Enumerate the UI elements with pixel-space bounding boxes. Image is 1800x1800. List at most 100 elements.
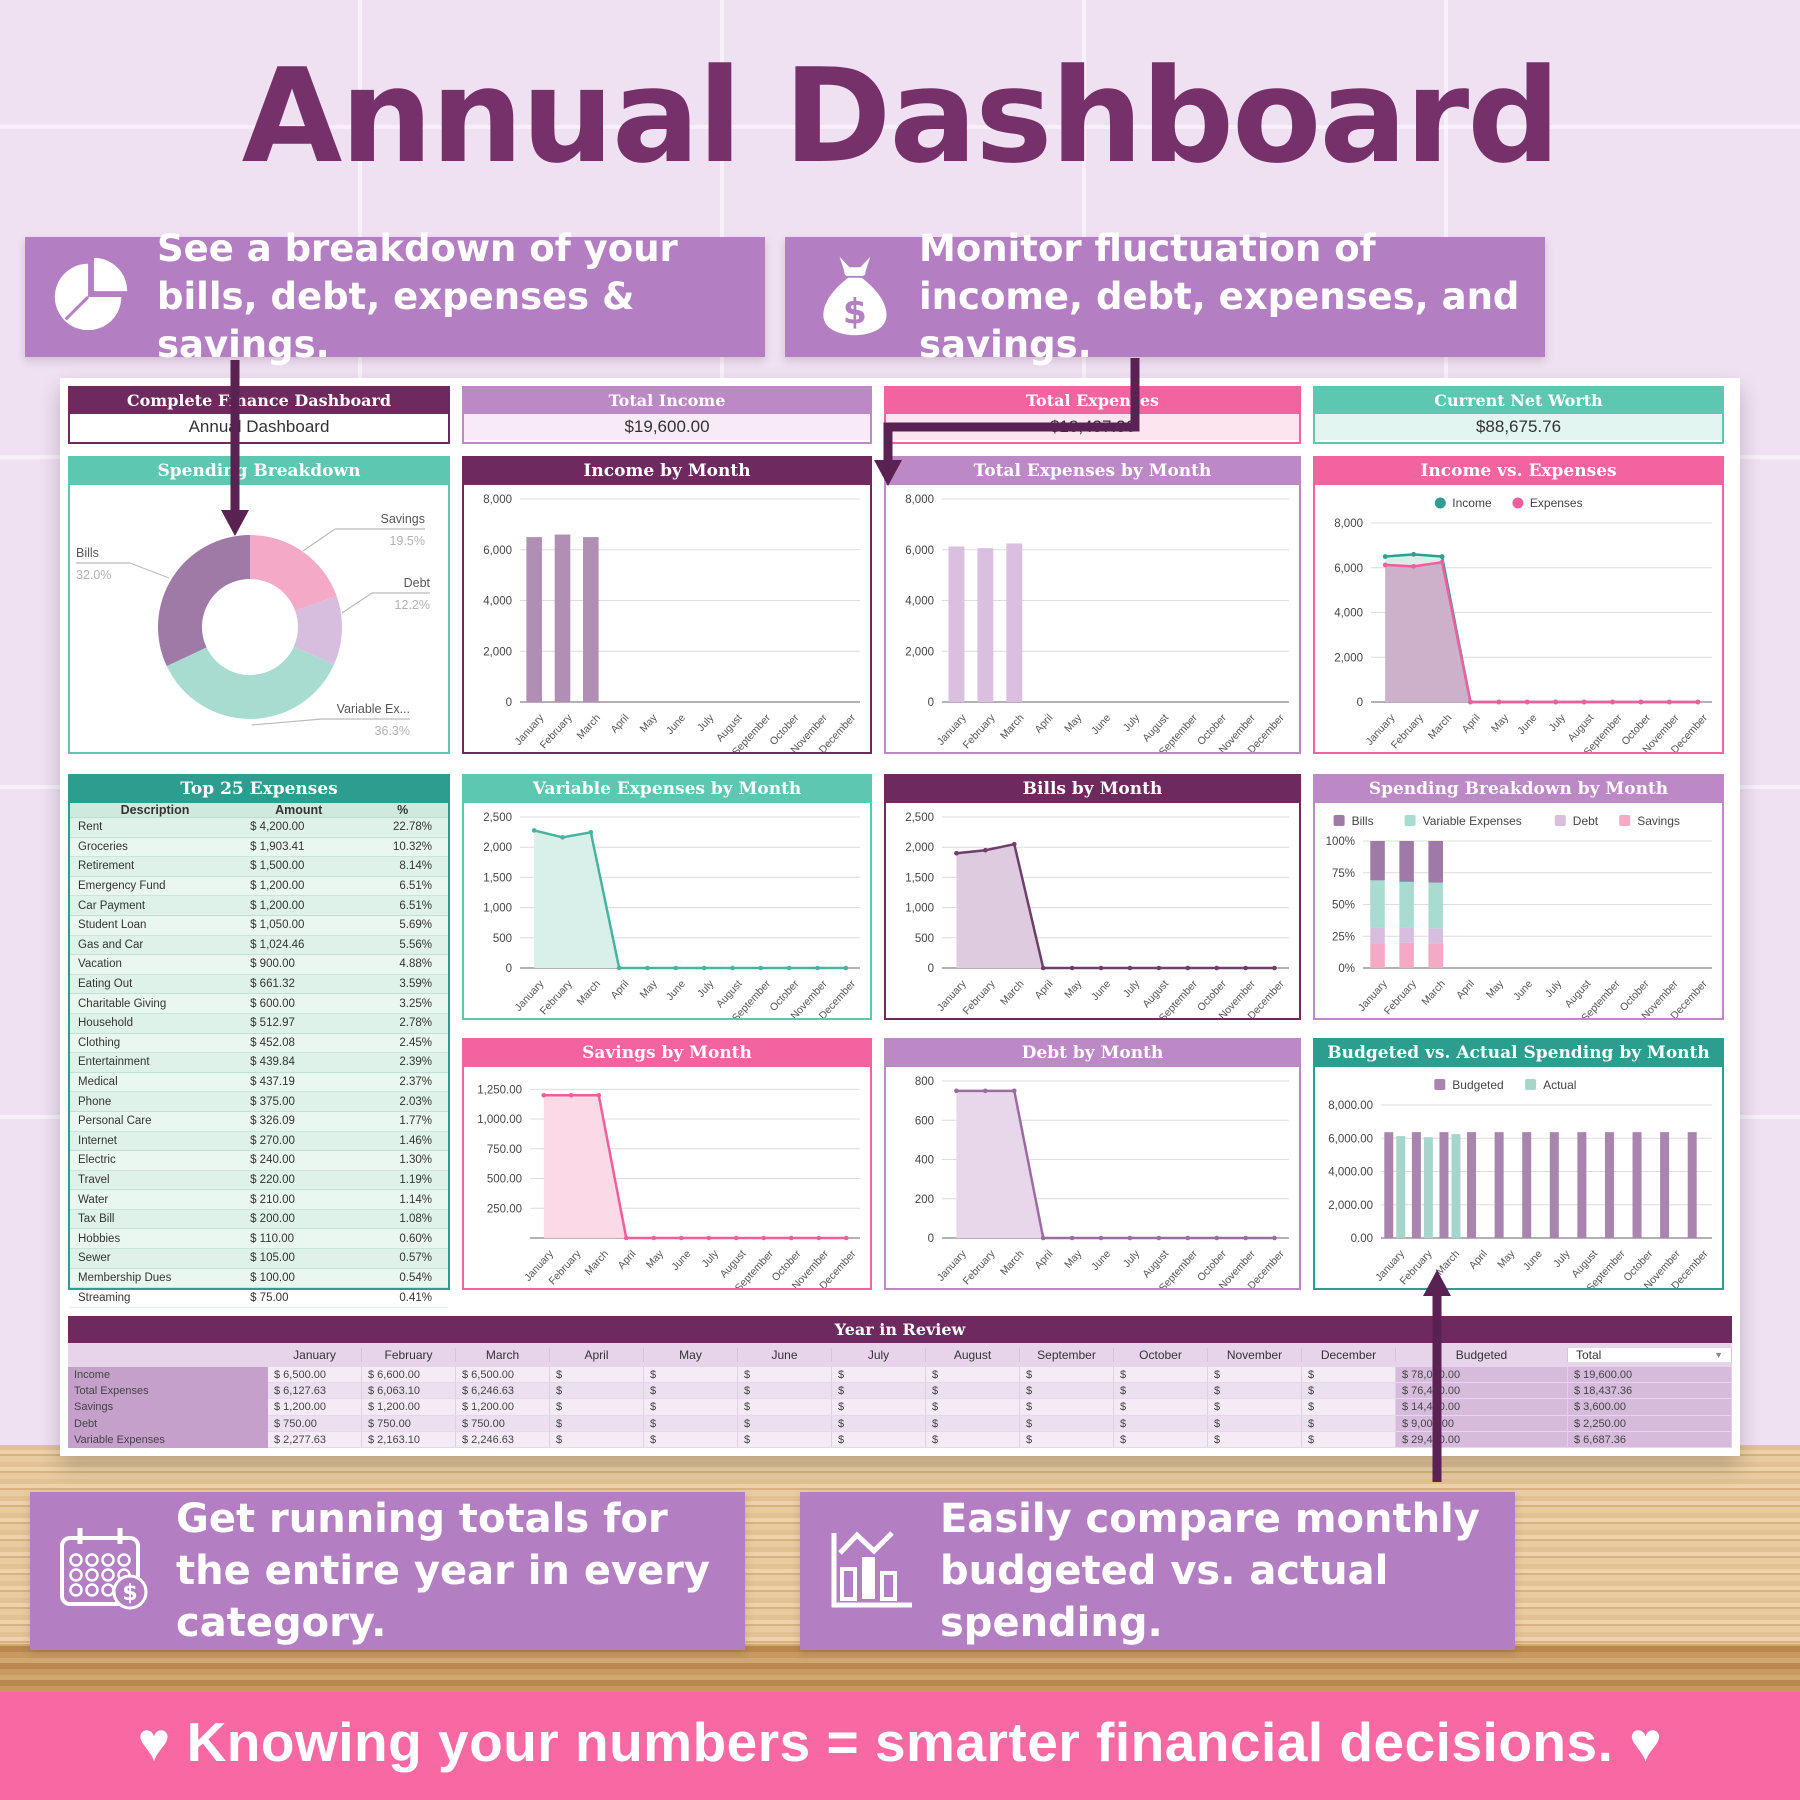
table-cell: $ 1,200.00 — [456, 1399, 550, 1416]
table-cell: $ — [738, 1399, 832, 1416]
table-cell: Water — [78, 1193, 109, 1206]
table-header-row: January February March April May June July Augu… — [68, 1343, 1732, 1367]
table-cell: $ — [1020, 1431, 1114, 1448]
svg-text:April: April — [1454, 978, 1477, 1002]
svg-text:6,000: 6,000 — [483, 545, 512, 557]
card-value: $18,437.36 — [886, 414, 1299, 440]
svg-text:May: May — [1489, 711, 1512, 734]
spending-breakdown-panel: Spending Breakdown Savings 19.5% Debt 12.2%… — [68, 456, 450, 754]
svg-text:1,000.00: 1,000.00 — [477, 1114, 522, 1126]
table-cell: $ 110.00 — [250, 1232, 295, 1245]
table-row: Student Loan $ 1,050.00 5.69% — [70, 915, 448, 936]
svg-text:March: March — [998, 712, 1027, 742]
svg-text:0: 0 — [928, 1233, 934, 1245]
svg-text:0: 0 — [928, 963, 934, 975]
table-cell: Vacation — [78, 958, 122, 971]
table-cell: Retirement — [78, 860, 135, 873]
column-header: Budgeted — [1396, 1348, 1568, 1362]
card-current-net-worth: Current Net Worth $88,675.76 — [1313, 386, 1724, 444]
svg-text:25%: 25% — [1332, 931, 1355, 943]
page-title: Annual Dashboard — [241, 40, 1561, 192]
table-row: Membership Dues $ 100.00 0.54% — [70, 1268, 448, 1289]
row-label: Income — [68, 1367, 268, 1384]
svg-text:Savings: Savings — [381, 512, 425, 526]
svg-text:0: 0 — [1357, 697, 1363, 709]
table-title: Top 25 Expenses — [70, 776, 448, 803]
svg-text:June: June — [1521, 1248, 1545, 1273]
table-cell: $ 750.00 — [362, 1415, 456, 1432]
table-row: Phone $ 375.00 2.03% — [70, 1092, 448, 1112]
card-title: Total Expenses — [886, 388, 1299, 414]
panel-title: Income vs. Expenses — [1315, 458, 1722, 485]
panel-title: Total Expenses by Month — [886, 458, 1299, 485]
table-cell: $ 6,687.36 — [1568, 1431, 1732, 1448]
svg-text:July: July — [700, 1247, 722, 1269]
table-cell: $ 1,200.00 — [250, 899, 305, 912]
table-cell: Tax Bill — [78, 1213, 115, 1226]
top-25-expenses-table: Top 25 Expenses Description Amount% Rent $… — [68, 774, 450, 1308]
table-cell: $ 900.00 — [250, 958, 295, 971]
table-cell: $ 9,000.00 — [1396, 1415, 1568, 1432]
table-cell: $ 452.08 — [250, 1036, 295, 1049]
table-title: Year in Review — [68, 1316, 1732, 1343]
callout-breakdown: See a breakdown of your bills, debt, exp… — [25, 227, 765, 366]
column-header: March — [456, 1348, 550, 1362]
svg-text:May: May — [638, 977, 661, 1000]
svg-text:March: March — [1419, 978, 1448, 1008]
spending-breakdown-by-month-panel: Spending Breakdown by Month 0% 25% 50% 75% 1… — [1313, 774, 1724, 1020]
svg-text:May: May — [1062, 711, 1085, 734]
table-cell: $ — [644, 1431, 738, 1448]
table-row: Total Expenses $ 6,127.63 $ 6,063.10 $ 6,24… — [68, 1383, 1732, 1400]
svg-text:February: February — [961, 1247, 999, 1287]
table-row: Charitable Giving $ 600.00 3.25% — [70, 994, 448, 1014]
income-by-month-chart: 0 2,000 4,000 6,000 8,000 January February Marc… — [464, 485, 870, 752]
table-cell: $ 1,200.00 — [250, 880, 305, 893]
budgeted-vs-actual-panel: Budgeted vs. Actual Spending by Month 0.… — [1313, 1038, 1724, 1290]
svg-text:February: February — [1382, 977, 1420, 1017]
svg-text:July: July — [1121, 1247, 1143, 1269]
savings-by-month-chart: 250.00 500.00 750.00 1,000.00 1,250.00 Januar… — [464, 1067, 870, 1288]
table-cell: $ — [738, 1367, 832, 1384]
panel-title: Savings by Month — [464, 1040, 870, 1067]
table-cell: 2.78% — [399, 1017, 432, 1030]
table-cell: Car Payment — [78, 899, 146, 912]
filter-dropdown-icon[interactable]: ▼ — [1714, 1350, 1723, 1360]
table-row: Hobbies $ 110.00 0.60% — [70, 1229, 448, 1250]
svg-text:8,000: 8,000 — [483, 494, 512, 506]
svg-text:March: March — [998, 978, 1027, 1008]
table-cell: $ — [926, 1399, 1020, 1416]
svg-text:32.0%: 32.0% — [76, 568, 111, 582]
table-row: Sewer $ 105.00 0.57% — [70, 1249, 448, 1269]
table-cell: 3.25% — [399, 997, 432, 1010]
table-cell: 5.69% — [399, 919, 432, 932]
svg-text:2,000: 2,000 — [905, 646, 934, 658]
card-title: Complete Finance Dashboard — [70, 388, 448, 414]
table-cell: $ 200.00 — [250, 1213, 295, 1226]
table-cell: $ 375.00 — [250, 1095, 295, 1108]
svg-text:June: June — [664, 978, 688, 1003]
table-row: Personal Care $ 326.09 1.77% — [70, 1111, 448, 1132]
table-body: Income $ 6,500.00 $ 6,600.00 $ 6,500.00 $ $ $ $… — [68, 1367, 1732, 1448]
svg-text:6,000: 6,000 — [1334, 563, 1363, 575]
table-cell: $ — [832, 1383, 926, 1400]
table-cell: $ — [1208, 1383, 1302, 1400]
card-value: $19,600.00 — [464, 414, 870, 440]
pie-chart-icon — [49, 252, 135, 343]
table-cell: $ — [1208, 1399, 1302, 1416]
table-cell: $ 19,600.00 — [1568, 1367, 1732, 1384]
table-row: Retirement $ 1,500.00 8.14% — [70, 857, 448, 877]
table-cell: $ — [832, 1431, 926, 1448]
svg-text:2,000.00: 2,000.00 — [1328, 1200, 1373, 1212]
column-header: February — [362, 1348, 456, 1362]
callout-compare-spending: Easily compare monthly budgeted vs. actu… — [800, 1492, 1515, 1650]
table-cell: Personal Care — [78, 1115, 152, 1128]
card-total-expenses: Total Expenses $18,437.36 — [884, 386, 1301, 444]
svg-text:July: July — [1121, 711, 1143, 733]
table-cell: 10.32% — [392, 840, 432, 853]
table-cell: $ — [1114, 1431, 1208, 1448]
column-header: May — [644, 1348, 738, 1362]
table-cell: $ — [1302, 1367, 1396, 1384]
table-cell: $ 2,163.10 — [362, 1431, 456, 1448]
column-header: December — [1302, 1348, 1396, 1362]
table-cell: $ — [644, 1383, 738, 1400]
